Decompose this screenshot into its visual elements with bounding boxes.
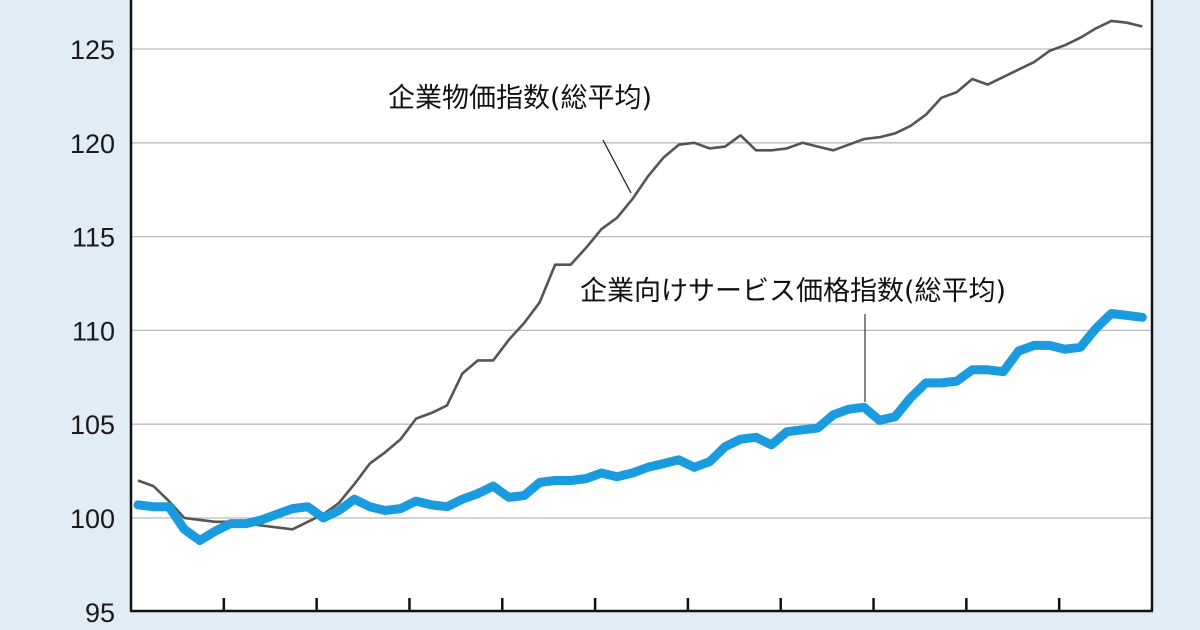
y-tick-label: 105 [70, 410, 115, 440]
y-tick-label: 95 [85, 598, 115, 628]
gray-series-label: 企業物価指数(総平均) [388, 83, 652, 114]
corporate-goods-price-index-line [137, 19, 1143, 531]
y-tick-label: 120 [70, 129, 115, 159]
services-producer-price-index-line [133, 309, 1147, 545]
blue-series-label: 企業向けサービス価格指数(総平均) [580, 276, 1006, 307]
y-tick-label: 125 [70, 35, 115, 65]
y-tick-label: 110 [72, 316, 115, 346]
gray-label-leader [602, 139, 632, 194]
y-tick-label: 115 [72, 223, 115, 253]
y-axis-labels: 95 100 105 110 115 120 125 [70, 35, 115, 628]
x-axis-ticks [222, 598, 1061, 611]
y-tick-label: 100 [70, 504, 115, 534]
gridlines [131, 48, 1152, 519]
